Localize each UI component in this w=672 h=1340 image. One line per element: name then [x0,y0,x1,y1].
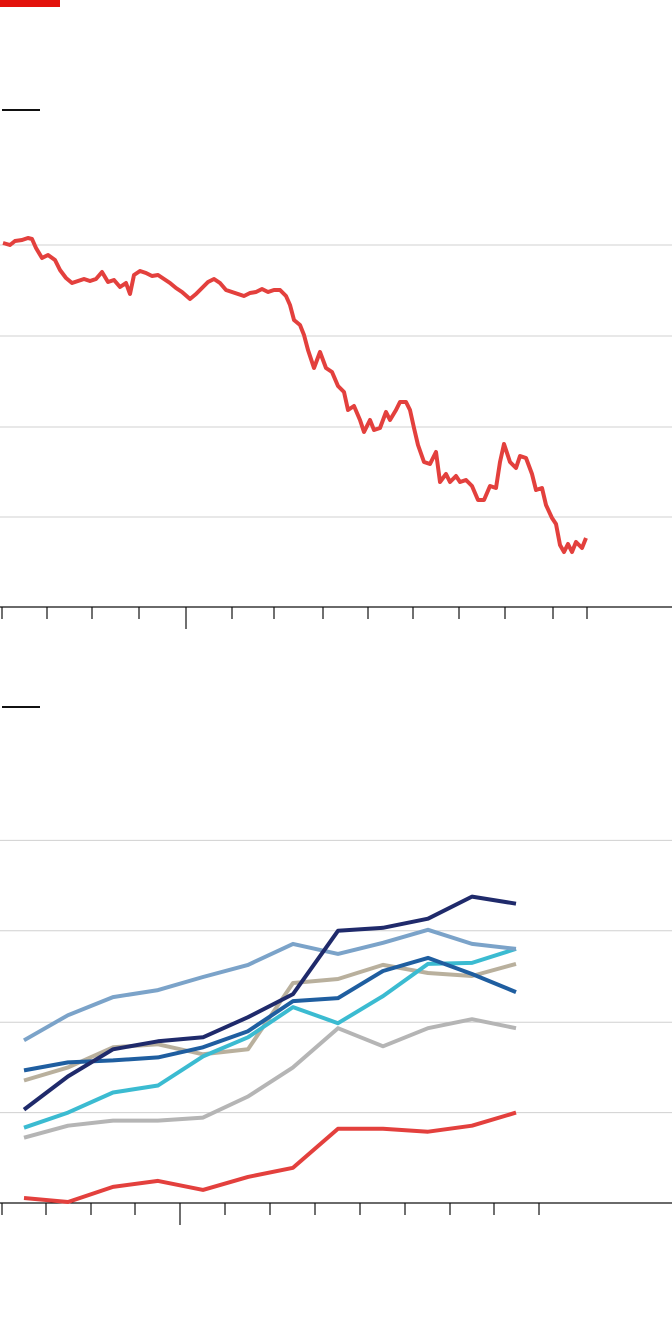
data-line [22,894,517,1112]
data-line [2,236,588,554]
data-line [23,1110,517,1204]
data-line [23,955,517,1073]
data-line [23,946,517,1130]
data-line [23,1017,517,1140]
brand-box [0,0,60,7]
data-line [23,927,517,1043]
